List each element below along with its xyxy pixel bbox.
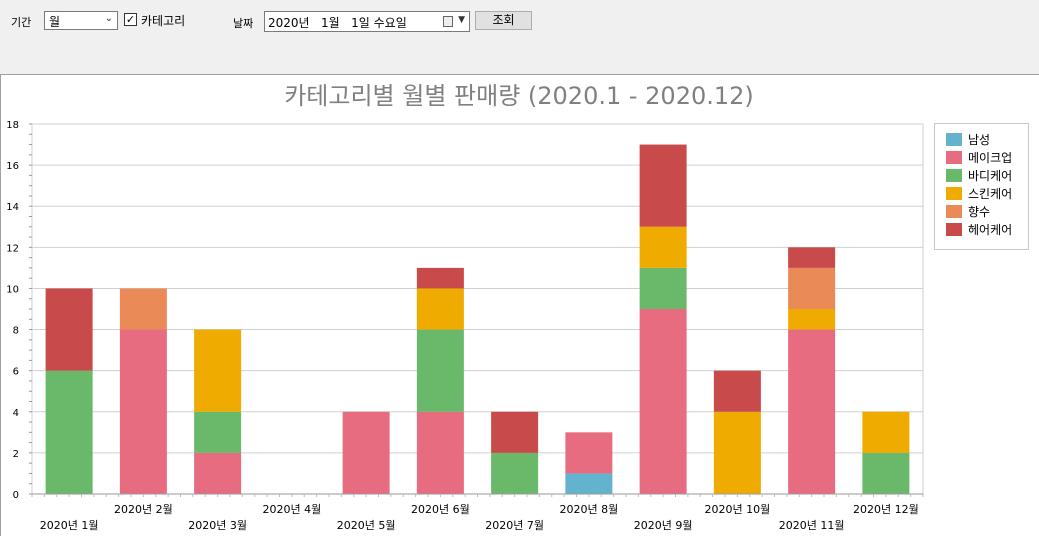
dropdown-arrow-icon[interactable]: ▼: [458, 15, 465, 25]
bar-segment: [342, 411, 390, 494]
x-tick-label: 2020년 3월: [188, 519, 247, 532]
y-tick-label: 8: [13, 326, 19, 337]
bar-segment: [416, 411, 464, 494]
period-select-value: 월: [49, 15, 61, 29]
x-tick-label: 2020년 10월: [705, 503, 771, 516]
x-tick-label: 2020년 7월: [485, 519, 544, 532]
bar-segment: [565, 473, 613, 494]
x-tick-label: 2020년 9월: [634, 519, 693, 532]
bar-segment: [565, 432, 613, 474]
query-button[interactable]: 조회: [475, 11, 532, 30]
legend-item: 남성: [946, 132, 990, 148]
x-tick-label: 2020년 2월: [114, 503, 173, 516]
bar-segment: [639, 144, 687, 227]
x-tick-label: 2020년 8월: [560, 503, 619, 516]
bar-segment: [788, 309, 836, 330]
axes: 0 2 4 6 8 10 12 14 16 18 2020년 1월 2020년 2월 2020년 3월 2…: [6, 120, 924, 532]
y-tick-label: 6: [13, 367, 19, 378]
legend-swatch: [946, 169, 962, 182]
y-tick-label: 12: [6, 243, 19, 254]
bar-segment: [194, 452, 242, 494]
bar-segment: [416, 288, 464, 330]
bar-segment: [862, 452, 910, 494]
date-picker[interactable]: 2020년 1월 1일 수요일 ▼: [264, 11, 470, 32]
date-picker-value: 2020년 1월 1일 수요일: [268, 16, 407, 30]
legend-label: 남성: [968, 133, 991, 147]
bar-segment: [713, 370, 761, 412]
bar-segment: [194, 411, 242, 453]
legend-item: 바디케어: [946, 168, 1012, 184]
x-tick-label: 2020년 4월: [263, 503, 322, 516]
y-tick-label: 4: [13, 408, 19, 419]
legend-swatch: [946, 133, 962, 146]
bar-segment: [194, 329, 242, 412]
bar-segment: [788, 329, 836, 494]
legend-swatch: [946, 205, 962, 218]
x-tick-label: 2020년 12월: [853, 503, 919, 516]
bar-segment: [639, 309, 687, 494]
y-tick-label: 16: [6, 161, 19, 172]
x-tick-label: 2020년 6월: [411, 503, 470, 516]
legend-label: 헤어케어: [968, 223, 1013, 237]
chart-title: 카테고리별 월별 판매량 (2020.1 - 2020.12): [284, 82, 754, 110]
x-tick-label: 2020년 11월: [779, 519, 845, 532]
chevron-down-icon: ⌄: [104, 13, 113, 24]
bars: [45, 144, 910, 494]
legend-item: 향수: [946, 204, 990, 220]
legend-swatch: [946, 151, 962, 164]
bar-segment: [45, 288, 93, 371]
y-tick-label: 10: [6, 284, 19, 295]
legend-swatch: [946, 187, 962, 200]
bar-segment: [119, 329, 167, 494]
legend-item: 스킨케어: [946, 186, 1012, 202]
date-label: 날짜: [233, 17, 254, 30]
bar-segment: [862, 411, 910, 453]
y-tick-label: 14: [6, 202, 19, 213]
y-tick-label: 2: [13, 449, 19, 460]
legend-item: 헤어케어: [946, 222, 1012, 238]
period-select[interactable]: 월 ⌄: [44, 11, 118, 30]
bar-segment: [639, 267, 687, 309]
bar-segment: [639, 226, 687, 268]
bar-segment: [416, 267, 464, 289]
legend-label: 향수: [968, 205, 991, 219]
x-tick-label: 2020년 5월: [337, 519, 396, 532]
bar-segment: [491, 452, 539, 494]
y-tick-label: 18: [6, 120, 19, 131]
bar-segment: [713, 411, 761, 494]
bar-segment: [788, 267, 836, 309]
legend-swatch: [946, 223, 962, 236]
calendar-icon[interactable]: [443, 16, 453, 27]
x-tick-label: 2020년 1월: [40, 519, 99, 532]
category-checkbox-label[interactable]: 카테고리: [141, 14, 186, 28]
legend-label: 메이크업: [968, 151, 1013, 165]
bar-segment: [416, 329, 464, 412]
y-tick-label: 0: [13, 490, 19, 501]
legend-item: 메이크업: [946, 150, 1012, 166]
bar-segment: [788, 247, 836, 268]
bar-segment: [45, 370, 93, 494]
bar-segment: [119, 288, 167, 330]
period-label: 기간: [11, 16, 32, 29]
checkmark-icon: ✓: [125, 13, 136, 26]
bar-segment: [491, 411, 539, 453]
legend-label: 바디케어: [968, 169, 1013, 183]
category-checkbox[interactable]: ✓: [124, 13, 137, 26]
legend-label: 스킨케어: [968, 187, 1013, 201]
toolbar: 기간 월 ⌄ ✓ 카테고리 날짜 2020년 1월 1일 수요일 ▼ 조회: [0, 0, 1039, 75]
